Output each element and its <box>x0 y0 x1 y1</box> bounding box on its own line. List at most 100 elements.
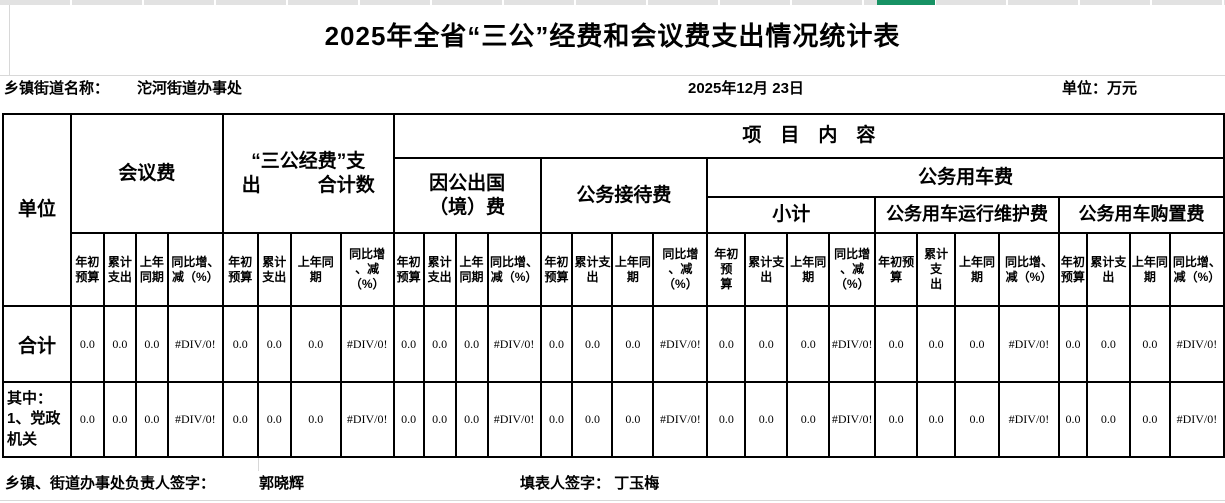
cell-value[interactable]: 0.0 <box>289 381 342 458</box>
cell-value[interactable]: 0.0 <box>916 381 957 458</box>
cell-value[interactable]: 0.0 <box>1057 305 1088 383</box>
cell-value[interactable]: 0.0 <box>539 305 574 383</box>
cell-value[interactable]: 0.0 <box>571 305 614 383</box>
cell-value[interactable]: 0.0 <box>744 305 789 383</box>
cell-value[interactable]: #DIV/0! <box>166 305 224 383</box>
cell-value[interactable]: #DIV/0! <box>339 381 395 458</box>
cell-value[interactable]: 0.0 <box>1128 305 1171 383</box>
cell-value[interactable]: #DIV/0! <box>828 381 877 458</box>
header-vehicle-fee[interactable]: 公务用车费 <box>706 157 1225 198</box>
cell-value[interactable]: 0.0 <box>916 305 957 383</box>
row-label-total[interactable]: 合计 <box>2 305 72 383</box>
cell-value[interactable]: #DIV/0! <box>339 305 395 383</box>
cell-value[interactable]: 0.0 <box>706 381 747 458</box>
subheader[interactable]: 年初 预算 <box>221 232 259 307</box>
subheader[interactable]: 上年同 期 <box>1128 232 1171 307</box>
subheader[interactable]: 同比增、 减（%） <box>1168 232 1225 307</box>
cell-value[interactable]: #DIV/0! <box>1168 381 1225 458</box>
cell-value[interactable]: 0.0 <box>571 381 614 458</box>
subheader[interactable]: 年初预 算 <box>874 232 919 307</box>
cell-value[interactable]: 0.0 <box>1085 305 1131 383</box>
cell-value[interactable]: 0.0 <box>744 381 789 458</box>
subheader[interactable]: 年初预 算 <box>706 232 747 307</box>
header-abroad-fee[interactable]: 因公出国 （境）费 <box>392 157 542 234</box>
subheader[interactable]: 同比增 、减 （%） <box>339 232 395 307</box>
cell-value[interactable]: #DIV/0! <box>652 381 709 458</box>
cell-value[interactable]: 0.0 <box>221 381 259 458</box>
cell-value[interactable]: 0.0 <box>1128 381 1171 458</box>
header-sangong-total[interactable]: “三公经费”支 出 合计数 <box>221 113 395 234</box>
cell-value[interactable]: 0.0 <box>611 305 655 383</box>
subheader[interactable]: 累计 支出 <box>422 232 457 307</box>
subheader[interactable]: 上年同 期 <box>611 232 655 307</box>
cell-value[interactable]: 0.0 <box>69 305 105 383</box>
cell-value[interactable]: 0.0 <box>289 305 342 383</box>
subheader[interactable]: 同比增、 减（%） <box>998 232 1060 307</box>
column-header-strip[interactable] <box>0 0 1225 5</box>
cell-value[interactable]: #DIV/0! <box>166 381 224 458</box>
subheader[interactable]: 上年同 期 <box>289 232 342 307</box>
cell-value[interactable]: #DIV/0! <box>1168 305 1225 383</box>
subheader[interactable]: 累计支 出 <box>571 232 614 307</box>
subheader[interactable]: 年初 预算 <box>1057 232 1088 307</box>
subheader[interactable]: 累计 支出 <box>102 232 137 307</box>
cell-value[interactable]: 0.0 <box>954 381 1000 458</box>
cell-value[interactable]: #DIV/0! <box>828 305 877 383</box>
cell-value[interactable]: 0.0 <box>134 305 169 383</box>
header-vehicle-maintenance[interactable]: 公务用车运行维护费 <box>874 196 1060 234</box>
subheader[interactable]: 累计 支出 <box>256 232 292 307</box>
cell-value[interactable]: 0.0 <box>786 305 831 383</box>
subheader[interactable]: 上年同 期 <box>786 232 831 307</box>
cell-value[interactable]: 0.0 <box>256 381 292 458</box>
subheader[interactable]: 上年 同期 <box>134 232 169 307</box>
cell-value[interactable]: #DIV/0! <box>486 381 542 458</box>
cell-value[interactable]: 0.0 <box>1085 381 1131 458</box>
header-project-content[interactable]: 项 目 内 容 <box>392 113 1225 159</box>
cell-value[interactable]: #DIV/0! <box>486 305 542 383</box>
cell-value[interactable]: 0.0 <box>102 381 137 458</box>
cell-value[interactable]: #DIV/0! <box>998 381 1060 458</box>
header-reception-fee[interactable]: 公务接待费 <box>539 157 709 234</box>
cell-value[interactable]: 0.0 <box>134 381 169 458</box>
subheader[interactable]: 年初 预算 <box>392 232 425 307</box>
cell-value[interactable]: 0.0 <box>954 305 1000 383</box>
selected-column-indicator[interactable] <box>877 0 935 5</box>
subheader[interactable]: 累计支 出 <box>1085 232 1131 307</box>
subheader[interactable]: 上年 同期 <box>454 232 489 307</box>
cell-value[interactable]: 0.0 <box>611 381 655 458</box>
cell-value[interactable]: 0.0 <box>874 381 919 458</box>
cell-value[interactable]: #DIV/0! <box>998 305 1060 383</box>
header-vehicle-subtotal[interactable]: 小计 <box>706 196 877 234</box>
cell-value[interactable]: 0.0 <box>539 381 574 458</box>
page-title: 2025年全省“三公”经费和会议费支出情况统计表 <box>324 21 901 51</box>
header-vehicle-purchase[interactable]: 公务用车购置费 <box>1057 196 1225 234</box>
cell-value[interactable]: 0.0 <box>221 305 259 383</box>
subheader[interactable]: 累计支 出 <box>916 232 957 307</box>
cell-value[interactable]: 0.0 <box>422 305 457 383</box>
cell-value[interactable]: 0.0 <box>422 381 457 458</box>
cell-value[interactable]: 0.0 <box>1057 381 1088 458</box>
subheader[interactable]: 同比增、 减（%） <box>486 232 542 307</box>
subheader[interactable]: 年初 预算 <box>539 232 574 307</box>
cell-value[interactable]: 0.0 <box>102 305 137 383</box>
subheader[interactable]: 上年同 期 <box>954 232 1000 307</box>
cell-value[interactable]: 0.0 <box>69 381 105 458</box>
report-date: 2025年12月 23日 <box>688 80 804 97</box>
cell-value[interactable]: 0.0 <box>706 305 747 383</box>
header-unit[interactable]: 单位 <box>2 113 72 307</box>
cell-value[interactable]: 0.0 <box>392 381 425 458</box>
cell-value[interactable]: 0.0 <box>392 305 425 383</box>
subheader[interactable]: 同比增、 减（%） <box>166 232 224 307</box>
cell-value[interactable]: 0.0 <box>454 381 489 458</box>
row-label-party-gov[interactable]: 其中： 1、党政 机关 <box>2 381 72 458</box>
subheader[interactable]: 累计支 出 <box>744 232 789 307</box>
cell-value[interactable]: #DIV/0! <box>652 305 709 383</box>
subheader[interactable]: 同比增 、减 （%） <box>828 232 877 307</box>
cell-value[interactable]: 0.0 <box>786 381 831 458</box>
subheader[interactable]: 年初 预算 <box>69 232 105 307</box>
cell-value[interactable]: 0.0 <box>874 305 919 383</box>
cell-value[interactable]: 0.0 <box>256 305 292 383</box>
subheader[interactable]: 同比增 、减 （%） <box>652 232 709 307</box>
header-meeting-fee[interactable]: 会议费 <box>69 113 224 234</box>
cell-value[interactable]: 0.0 <box>454 305 489 383</box>
